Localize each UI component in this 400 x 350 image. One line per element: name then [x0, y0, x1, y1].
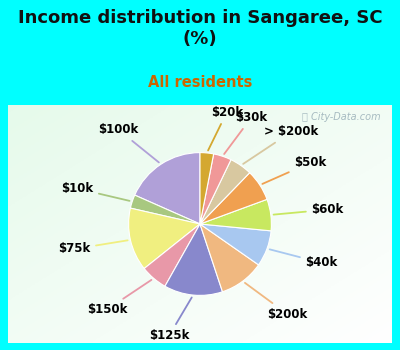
Wedge shape — [200, 160, 250, 224]
Wedge shape — [129, 208, 200, 268]
Text: $150k: $150k — [87, 280, 152, 316]
Text: $75k: $75k — [58, 240, 128, 256]
Wedge shape — [200, 199, 271, 231]
Text: $10k: $10k — [61, 182, 130, 201]
Text: $200k: $200k — [245, 283, 308, 321]
Wedge shape — [144, 224, 200, 286]
Wedge shape — [200, 224, 258, 292]
Text: $100k: $100k — [98, 123, 159, 162]
Wedge shape — [130, 195, 200, 224]
Wedge shape — [165, 224, 222, 295]
Text: $40k: $40k — [270, 249, 338, 269]
Text: $125k: $125k — [149, 298, 192, 342]
Text: $30k: $30k — [224, 111, 268, 154]
Text: > $200k: > $200k — [243, 125, 318, 164]
Text: $50k: $50k — [262, 156, 326, 184]
Text: $20k: $20k — [208, 106, 243, 150]
Wedge shape — [135, 153, 200, 224]
Text: $60k: $60k — [274, 203, 344, 216]
Wedge shape — [200, 173, 267, 224]
Wedge shape — [200, 153, 214, 224]
Text: Income distribution in Sangaree, SC
(%): Income distribution in Sangaree, SC (%) — [18, 9, 382, 48]
Wedge shape — [200, 224, 271, 265]
Text: All residents: All residents — [148, 75, 252, 90]
Wedge shape — [200, 154, 231, 224]
Text: ⓘ City-Data.com: ⓘ City-Data.com — [302, 112, 380, 122]
